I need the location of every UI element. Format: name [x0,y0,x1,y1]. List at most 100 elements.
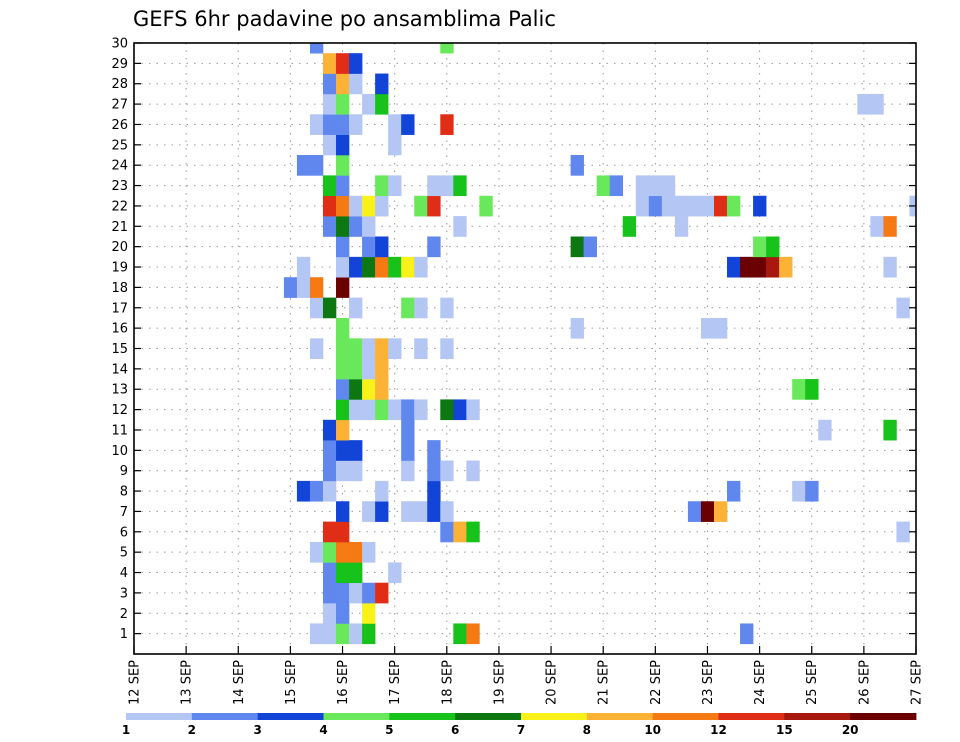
x-tick-label: 15 SEP [284,660,299,705]
x-tick-label: 20 SEP [545,660,560,705]
heatmap-cell [375,93,389,115]
heatmap-cell [362,236,376,258]
colorbar-swatch [784,713,851,720]
heatmap-cell [362,256,376,278]
heatmap-cell [336,134,350,156]
heatmap-cell [388,562,402,584]
heatmap-cell [362,338,376,359]
data-cells [283,43,917,645]
heatmap-cell [453,399,467,421]
heatmap-cell [362,582,376,604]
heatmap-cell [349,399,363,421]
heatmap-cell [570,155,584,176]
colorbar-label: 6 [451,723,459,737]
heatmap-cell [375,379,389,400]
heatmap-cell [414,256,428,278]
heatmap-cell [322,73,337,95]
colorbar-swatch [257,713,324,720]
x-tick-label: 18 SEP [440,660,455,705]
heatmap-cell [401,399,415,421]
heatmap-cell [440,297,454,319]
colorbar-swatch [521,713,588,720]
heatmap-cell [322,440,337,461]
y-tick-label: 12 [111,403,128,418]
heatmap-cell [753,195,767,217]
y-tick-label: 23 [111,179,128,194]
heatmap-cell [322,480,337,502]
heatmap-cell [401,297,415,319]
colorbar-swatch [586,713,654,720]
y-tick-label: 24 [111,159,128,174]
y-tick-label: 21 [111,220,128,235]
heatmap-cell [375,399,389,421]
heatmap-cell [322,175,337,197]
y-tick-label: 9 [120,464,128,479]
heatmap-cell [336,541,350,563]
heatmap-cell [296,256,311,278]
heatmap-cell [336,358,350,380]
x-tick-label: 25 SEP [805,660,820,705]
heatmap-cell [309,297,324,319]
heatmap-cell [362,399,376,421]
heatmap-cell [336,623,350,645]
heatmap-cell [336,114,350,135]
colorbar-label: 20 [842,723,859,737]
colorbar-label: 10 [644,723,661,737]
heatmap-cell [700,195,715,217]
heatmap-cell [779,256,793,278]
heatmap-cell [713,501,728,522]
heatmap-cell [401,419,415,441]
heatmap-cell [414,501,428,522]
heatmap-cell [883,419,897,441]
y-tick-label: 13 [111,383,128,398]
heatmap-cell [336,521,350,543]
heatmap-cell [414,297,428,319]
heatmap-cell [362,603,376,624]
y-axis: 1234567891011121314151617181920212223242… [111,37,916,642]
x-tick-label: 16 SEP [336,660,351,705]
heatmap-cell [283,277,298,298]
x-tick-label: 19 SEP [492,660,507,705]
heatmap-cell [375,175,389,197]
heatmap-cell [466,460,480,482]
heatmap-cell [740,256,754,278]
heatmap-cell [883,216,897,237]
heatmap-cell [440,460,454,482]
heatmap-cell [713,317,728,339]
heatmap-cell [440,114,454,135]
y-tick-label: 28 [111,77,128,92]
heatmap-cell [388,338,402,359]
heatmap-cell [727,480,741,502]
heatmap-cell [296,155,311,176]
heatmap-cell [349,460,363,482]
heatmap-cell [870,216,884,237]
grid-layer [134,43,917,654]
y-tick-label: 1 [120,627,128,642]
heatmap-cell [322,562,337,584]
heatmap-cell [375,480,389,502]
heatmap-cell [440,338,454,359]
heatmap-cell [570,236,584,258]
heatmap-cell [309,623,324,645]
colorbar: 1 2 3 4 5 6 7 8 10 12 15 20 [122,713,917,737]
colorbar-label: 2 [188,723,196,737]
heatmap-cell [309,338,324,359]
heatmap-cell [336,317,350,339]
heatmap-cell [322,114,337,135]
heatmap-cell [336,562,350,584]
heatmap-cell [583,236,597,258]
heatmap-cell [375,73,389,95]
heatmap-cell [322,53,337,74]
y-tick-label: 6 [120,525,128,540]
heatmap-cell [570,317,584,339]
heatmap-cell [349,256,363,278]
heatmap-cell [401,440,415,461]
x-tick-label: 13 SEP [180,660,195,705]
heatmap-cell [388,134,402,156]
heatmap-cell [687,501,702,522]
heatmap-cell [388,114,402,135]
heatmap-cell [440,43,454,54]
x-tick-label: 22 SEP [649,660,664,705]
heatmap-cell [622,216,637,237]
